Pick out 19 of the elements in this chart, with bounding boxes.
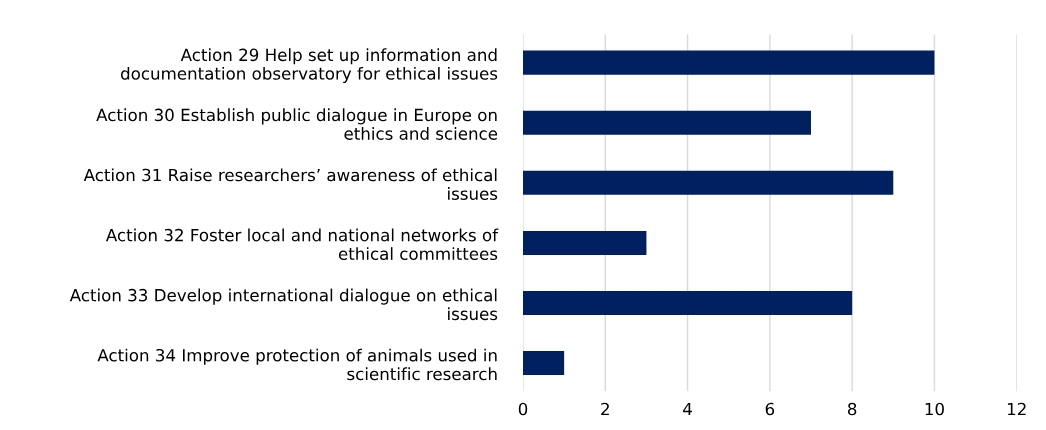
bar <box>523 110 811 135</box>
y-tick-label: Action 31 Raise researchers’ awareness of ethical issues <box>83 168 498 200</box>
y-tick-label: Action 32 Foster local and national networks of ethical committees <box>105 228 499 261</box>
x-tick-label: 4 <box>683 402 692 416</box>
x-tick-label: 2 <box>601 402 609 416</box>
y-tick-label: Action 34 Improve protection of animals used in scientific research <box>97 348 497 381</box>
bar <box>523 351 565 376</box>
x-tick-label: 10 <box>925 402 944 416</box>
x-tick-label: 8 <box>847 402 857 416</box>
x-tick-label: 0 <box>518 402 528 416</box>
y-tick-label: Action 30 Establish public dialogue in Europe on ethics and science <box>96 108 498 140</box>
bar <box>523 290 853 315</box>
bar <box>523 230 647 255</box>
bar <box>523 50 935 75</box>
x-tick-label: 12 <box>1007 402 1026 416</box>
bar <box>523 170 894 195</box>
y-tick-label: Action 33 Develop international dialogue on ethical issues <box>69 288 498 321</box>
y-tick-label: Action 29 Help set up information and documentation observatory for ethical issues <box>121 48 498 84</box>
x-tick-label: 6 <box>765 402 775 416</box>
